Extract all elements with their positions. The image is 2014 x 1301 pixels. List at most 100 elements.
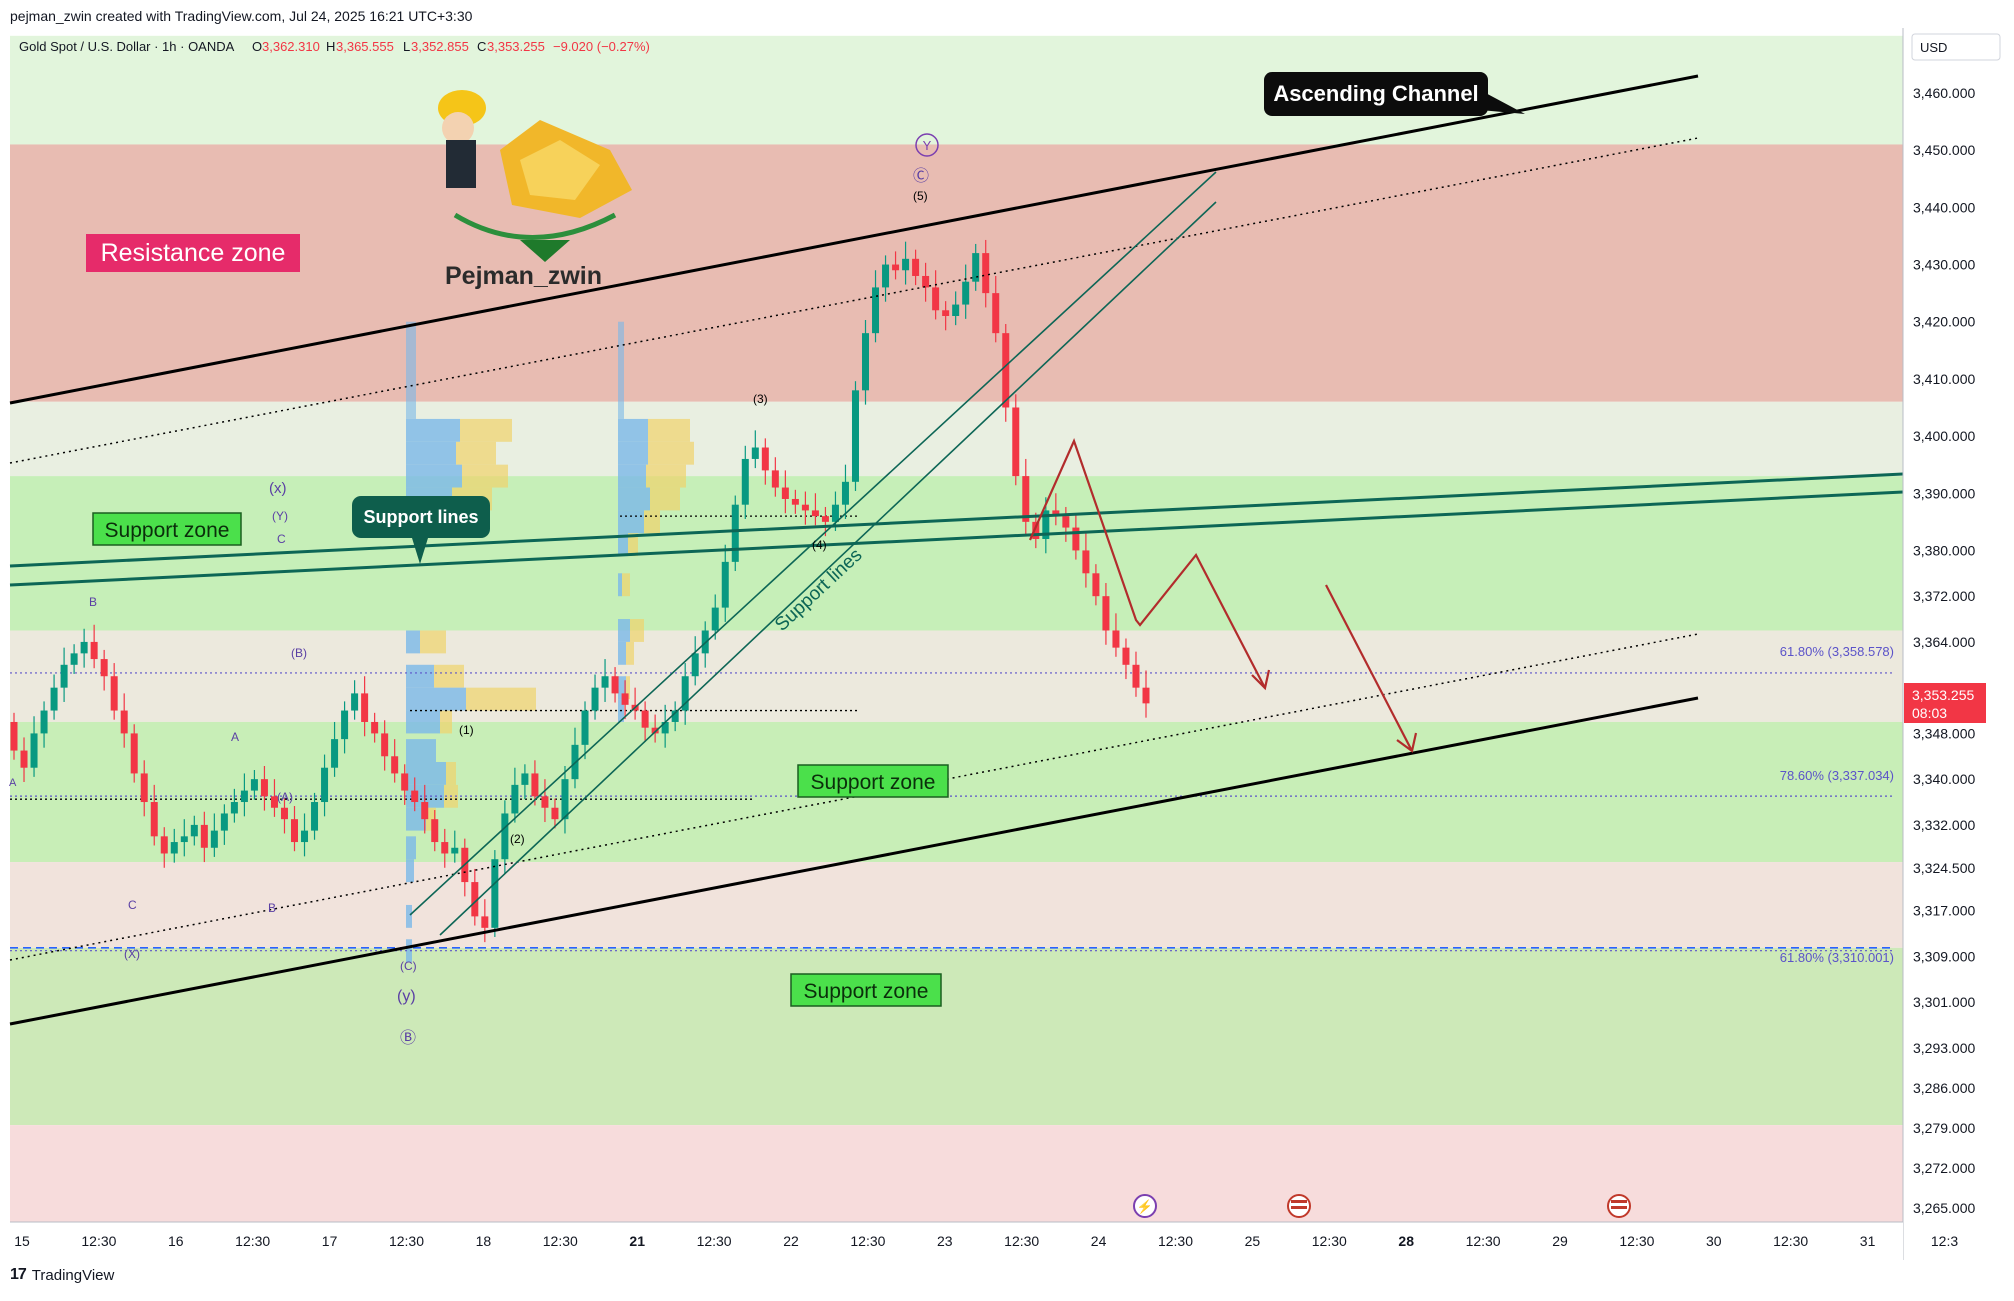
header-credit: pejman_zwin created with TradingView.com… [10, 8, 473, 24]
candle-body [1092, 573, 1100, 597]
candle-body [872, 287, 880, 334]
volume-profile-bar [406, 418, 460, 442]
support-lines-callout[interactable]: Support lines [352, 496, 490, 564]
candle-body [240, 790, 248, 803]
support-zone-text-2: Support zone [811, 771, 936, 794]
wave-label-A-edge: A [9, 777, 17, 789]
time-scale[interactable] [10, 1222, 1903, 1260]
volume-profile-bar [618, 510, 644, 534]
volume-profile-bar [460, 418, 512, 442]
fib-618-lower-label: 61.80% (3,310.001) [1780, 950, 1894, 965]
o-label: O [252, 39, 262, 54]
x-tick-label: 23 [937, 1233, 953, 1249]
volume-profile-bar [406, 664, 434, 688]
wave-label-x: (x) [269, 480, 287, 497]
candle-body [160, 836, 168, 854]
volume-profile-bar [406, 321, 416, 419]
candle-body [791, 498, 799, 505]
projection-path[interactable] [1028, 438, 1266, 689]
wave-label-C-paren: (C) [400, 959, 417, 973]
x-tick-label: 12:30 [1004, 1233, 1039, 1249]
support-line-1[interactable] [9, 472, 1904, 568]
resistance-zone-label[interactable]: Resistance zone [86, 234, 300, 272]
candle-body [331, 739, 339, 768]
candle-body [371, 721, 379, 734]
channel-mid-dotted-upper[interactable] [9, 137, 1699, 464]
y-tick-label: 3,332.000 [1913, 817, 1975, 833]
y-tick-label: 3,293.000 [1913, 1040, 1975, 1056]
event-icons[interactable]: ⚡ [1133, 1194, 1631, 1218]
wave-label-B2: B [268, 901, 276, 915]
wave-label-Y-circ-group: Y [915, 133, 939, 157]
projection-arrow-2[interactable] [1325, 584, 1413, 752]
candle-body [862, 333, 870, 391]
candle-body [992, 293, 1000, 334]
zone-neutral-1 [10, 401, 1903, 477]
candle-body [581, 710, 589, 745]
channel-top-line[interactable] [9, 74, 1699, 405]
price-scale[interactable] [1903, 28, 2014, 1260]
wave-label-C1: C [128, 898, 137, 912]
candle-body [90, 641, 98, 660]
x-tick-label: 18 [476, 1233, 492, 1249]
x-tick-label: 12:30 [1312, 1233, 1347, 1249]
candle-body [250, 779, 258, 791]
zone-support-low [10, 947, 1903, 1126]
elliott-wave-labels: B A C B (X) (x) (Y) C (B) (A) (C) (y) Ⓑ … [9, 167, 929, 1047]
channel-bottom-line[interactable] [9, 696, 1699, 1026]
x-tick-label: 12:30 [543, 1233, 578, 1249]
y-tick-label: 3,286.000 [1913, 1080, 1975, 1096]
currency-box[interactable] [1911, 33, 2001, 61]
volume-profile-bar [622, 573, 630, 597]
c-value: 3,353.255 [487, 39, 545, 54]
volume-profile-bar [618, 641, 626, 665]
logo-text: Pejman_zwin [445, 262, 602, 290]
candle-body [932, 287, 940, 311]
volume-profile-bar [434, 664, 464, 688]
y-tick-label: 3,364.000 [1913, 634, 1975, 650]
candle-body [140, 773, 148, 803]
diag-support-line-1[interactable] [409, 171, 1217, 916]
x-tick-label: 12:30 [1773, 1233, 1808, 1249]
candle-body [882, 264, 890, 288]
support-line-2[interactable] [9, 490, 1904, 587]
candle-body [651, 727, 659, 734]
candle-body [110, 676, 118, 711]
candle-body [721, 561, 729, 608]
y-tick-label: 3,372.000 [1913, 588, 1975, 604]
x-tick-label: 28 [1398, 1233, 1414, 1249]
y-tick-label: 3,380.000 [1913, 542, 1975, 558]
volume-profile-bar [618, 418, 648, 442]
candle-body [361, 693, 369, 722]
candle-body [611, 676, 619, 694]
volume-profile-bar [618, 619, 630, 642]
volume-profile-bar [648, 441, 694, 465]
o-value: 3,362.310 [262, 39, 320, 54]
support-zone-label-2[interactable]: Support zone [797, 764, 949, 798]
candle-body [922, 275, 930, 288]
volume-profile-bar [650, 487, 680, 511]
y-tick-label: 3,440.000 [1913, 199, 1975, 215]
candle-body [1052, 510, 1060, 517]
support-zone-label-3[interactable]: Support zone [790, 973, 942, 1007]
last-price-countdown: 08:03 [1912, 705, 1947, 721]
tradingview-brand[interactable]: 17 TradingView [10, 1266, 114, 1284]
y-tick-label: 3,265.000 [1913, 1200, 1975, 1216]
h-value: 3,365.555 [336, 39, 394, 54]
candle-body [341, 710, 349, 740]
support-zone-label-1[interactable]: Support zone [92, 512, 242, 546]
x-tick-label: 21 [629, 1233, 645, 1249]
candle-body [531, 773, 539, 797]
candle-body [1032, 521, 1040, 539]
volume-profile-bar [644, 510, 660, 534]
x-tick-label: 12:3 [1931, 1233, 1958, 1249]
candle-body [1132, 664, 1140, 688]
diag-support-line-2[interactable] [439, 201, 1217, 936]
support-zone-text-3: Support zone [804, 980, 929, 1003]
y-tick-label: 3,301.000 [1913, 994, 1975, 1010]
wave-label-3: (3) [753, 392, 768, 406]
candle-body [841, 481, 849, 505]
ascending-channel-label[interactable]: Ascending Channel [1264, 72, 1525, 116]
